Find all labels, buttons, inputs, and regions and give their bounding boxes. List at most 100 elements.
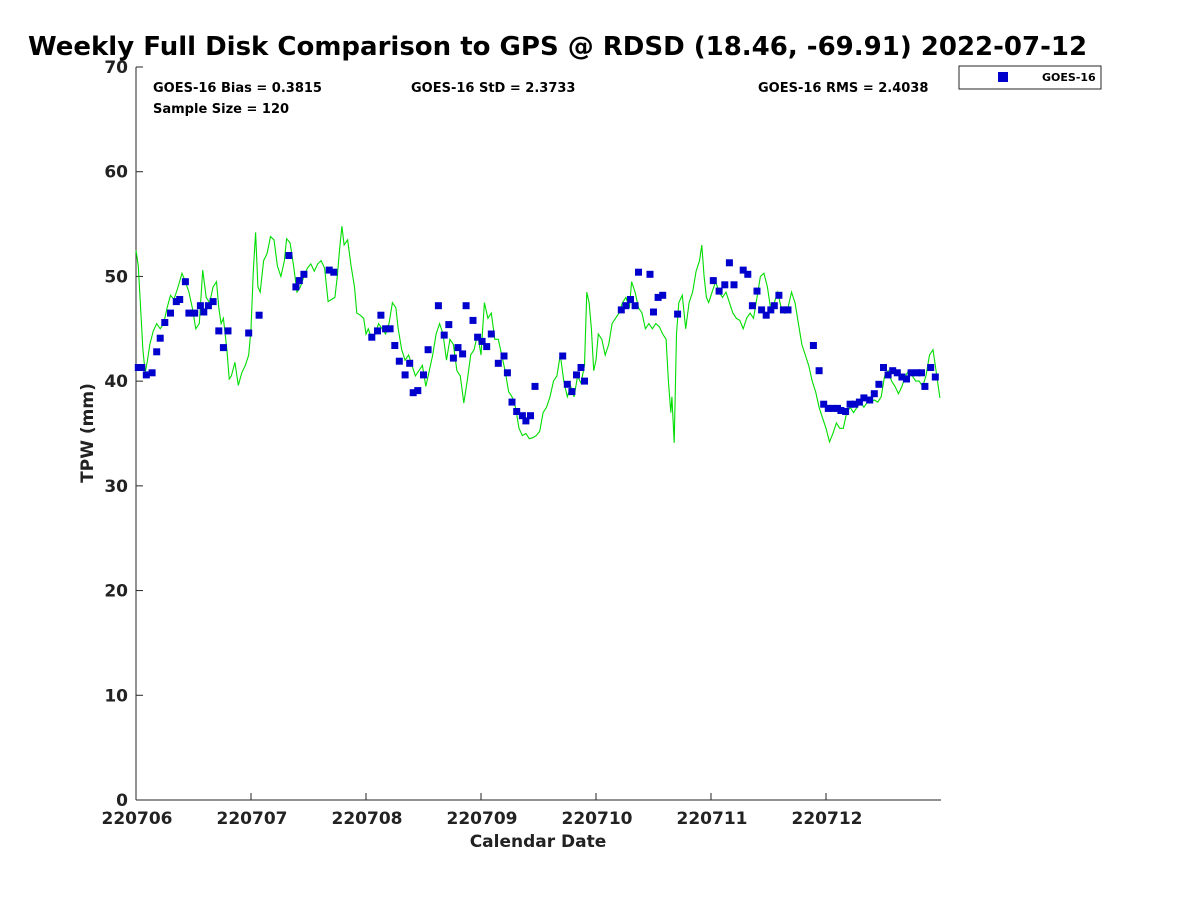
data-point-goes16 [846, 400, 854, 408]
data-point-goes16 [395, 357, 403, 365]
data-point-goes16 [401, 371, 409, 379]
data-point-goes16 [374, 327, 381, 335]
data-point-goes16 [445, 321, 453, 329]
data-point-goes16 [889, 367, 897, 375]
data-point-goes16 [185, 309, 193, 317]
data-point-goes16 [409, 389, 417, 397]
data-point-goes16 [142, 371, 150, 379]
x-axis-label: Calendar Date [470, 832, 607, 852]
data-point-goes16 [815, 367, 823, 375]
data-point-goes16 [478, 337, 486, 345]
data-point-goes16 [758, 306, 766, 314]
data-point-goes16 [646, 270, 654, 278]
data-point-goes16 [635, 268, 642, 276]
data-point-goes16 [462, 302, 470, 310]
data-point-goes16 [518, 412, 526, 420]
x-tick-label: 220712 [792, 809, 863, 829]
data-point-goes16 [156, 334, 164, 342]
data-point-goes16 [487, 330, 495, 338]
data-point-goes16 [931, 373, 939, 381]
data-point-goes16 [762, 311, 770, 319]
data-point-goes16 [627, 296, 634, 303]
data-point-goes16 [824, 404, 832, 412]
data-point-goes16 [855, 398, 863, 406]
data-point-goes16 [420, 371, 427, 379]
data-point-goes16 [715, 287, 723, 295]
data-point-goes16 [500, 352, 508, 360]
data-point-goes16 [224, 327, 232, 335]
legend-marker-goes16 [998, 72, 1008, 82]
data-point-goes16 [494, 359, 502, 367]
stats-panel: GOES-16 Bias = 0.3815 GOES-16 StD = 2.37… [153, 81, 928, 117]
data-point-goes16 [325, 266, 333, 274]
data-point-goes16 [739, 266, 747, 274]
x-tick-label: 220710 [562, 809, 633, 829]
data-point-goes16 [527, 412, 534, 420]
data-point-goes16 [721, 281, 729, 289]
data-point-goes16 [382, 325, 390, 333]
data-point-goes16 [880, 364, 887, 371]
stat-rms: GOES-16 RMS = 2.4038 [758, 81, 928, 96]
data-point-goes16 [779, 306, 787, 314]
data-point-goes16 [414, 387, 422, 395]
data-point-goes16 [255, 311, 263, 319]
data-point-goes16 [219, 344, 227, 352]
data-point-goes16 [191, 309, 199, 317]
data-point-goes16 [513, 408, 521, 415]
data-point-goes16 [918, 369, 925, 377]
data-point-goes16 [617, 306, 625, 314]
stat-std: GOES-16 StD = 2.3733 [411, 81, 575, 96]
data-point-goes16 [875, 380, 883, 388]
data-point-goes16 [454, 344, 462, 352]
x-tick-label: 220708 [332, 809, 403, 829]
data-point-goes16 [674, 310, 682, 318]
data-point-goes16 [245, 329, 253, 337]
data-point-goes16 [784, 306, 792, 314]
data-point-goes16 [209, 298, 217, 306]
data-point-goes16 [907, 369, 915, 377]
data-point-goes16 [167, 309, 174, 317]
data-point-goes16 [842, 408, 850, 415]
data-point-goes16 [200, 308, 208, 316]
x-ticks: 220706 220707 220708 220709 220710 220711 2207… [102, 793, 863, 829]
data-point-goes16 [424, 346, 432, 354]
chart-title: Weekly Full Disk Comparison to GPS @ RDS… [28, 32, 1087, 62]
data-point-goes16 [522, 417, 530, 425]
data-point-goes16 [767, 306, 775, 314]
data-point-goes16 [368, 333, 376, 341]
data-point-goes16 [148, 369, 156, 377]
y-tick-label: 70 [104, 58, 128, 78]
data-point-goes16 [573, 371, 580, 379]
data-point-goes16 [650, 308, 657, 316]
data-point-goes16 [563, 380, 571, 388]
data-point-goes16 [730, 281, 738, 289]
data-point-goes16 [654, 293, 662, 301]
y-tick-label: 30 [104, 477, 128, 497]
data-point-goes16 [459, 350, 467, 358]
stat-bias: GOES-16 Bias = 0.3815 [153, 81, 322, 96]
y-tick-label: 10 [104, 686, 128, 706]
data-point-goes16 [503, 369, 511, 377]
legend-box [958, 65, 1102, 90]
data-point-goes16 [161, 319, 169, 326]
data-point-goes16 [292, 283, 300, 291]
series-line-gps [135, 226, 941, 444]
data-point-goes16 [851, 400, 859, 408]
data-point-goes16 [215, 327, 223, 335]
data-point-goes16 [725, 259, 733, 267]
data-point-goes16 [391, 342, 399, 349]
data-point-goes16 [153, 348, 161, 356]
data-point-goes16 [622, 302, 630, 310]
data-point-goes16 [300, 270, 308, 278]
data-point-goes16 [860, 394, 868, 402]
data-point-goes16 [820, 400, 828, 408]
data-point-goes16 [837, 407, 845, 414]
data-point-goes16 [809, 342, 817, 349]
data-point-goes16 [770, 302, 778, 310]
data-point-goes16 [176, 296, 184, 303]
data-point-goes16 [204, 302, 212, 310]
data-point-goes16 [631, 302, 639, 310]
x-tick-label: 220706 [102, 809, 173, 829]
data-point-goes16 [440, 331, 448, 339]
